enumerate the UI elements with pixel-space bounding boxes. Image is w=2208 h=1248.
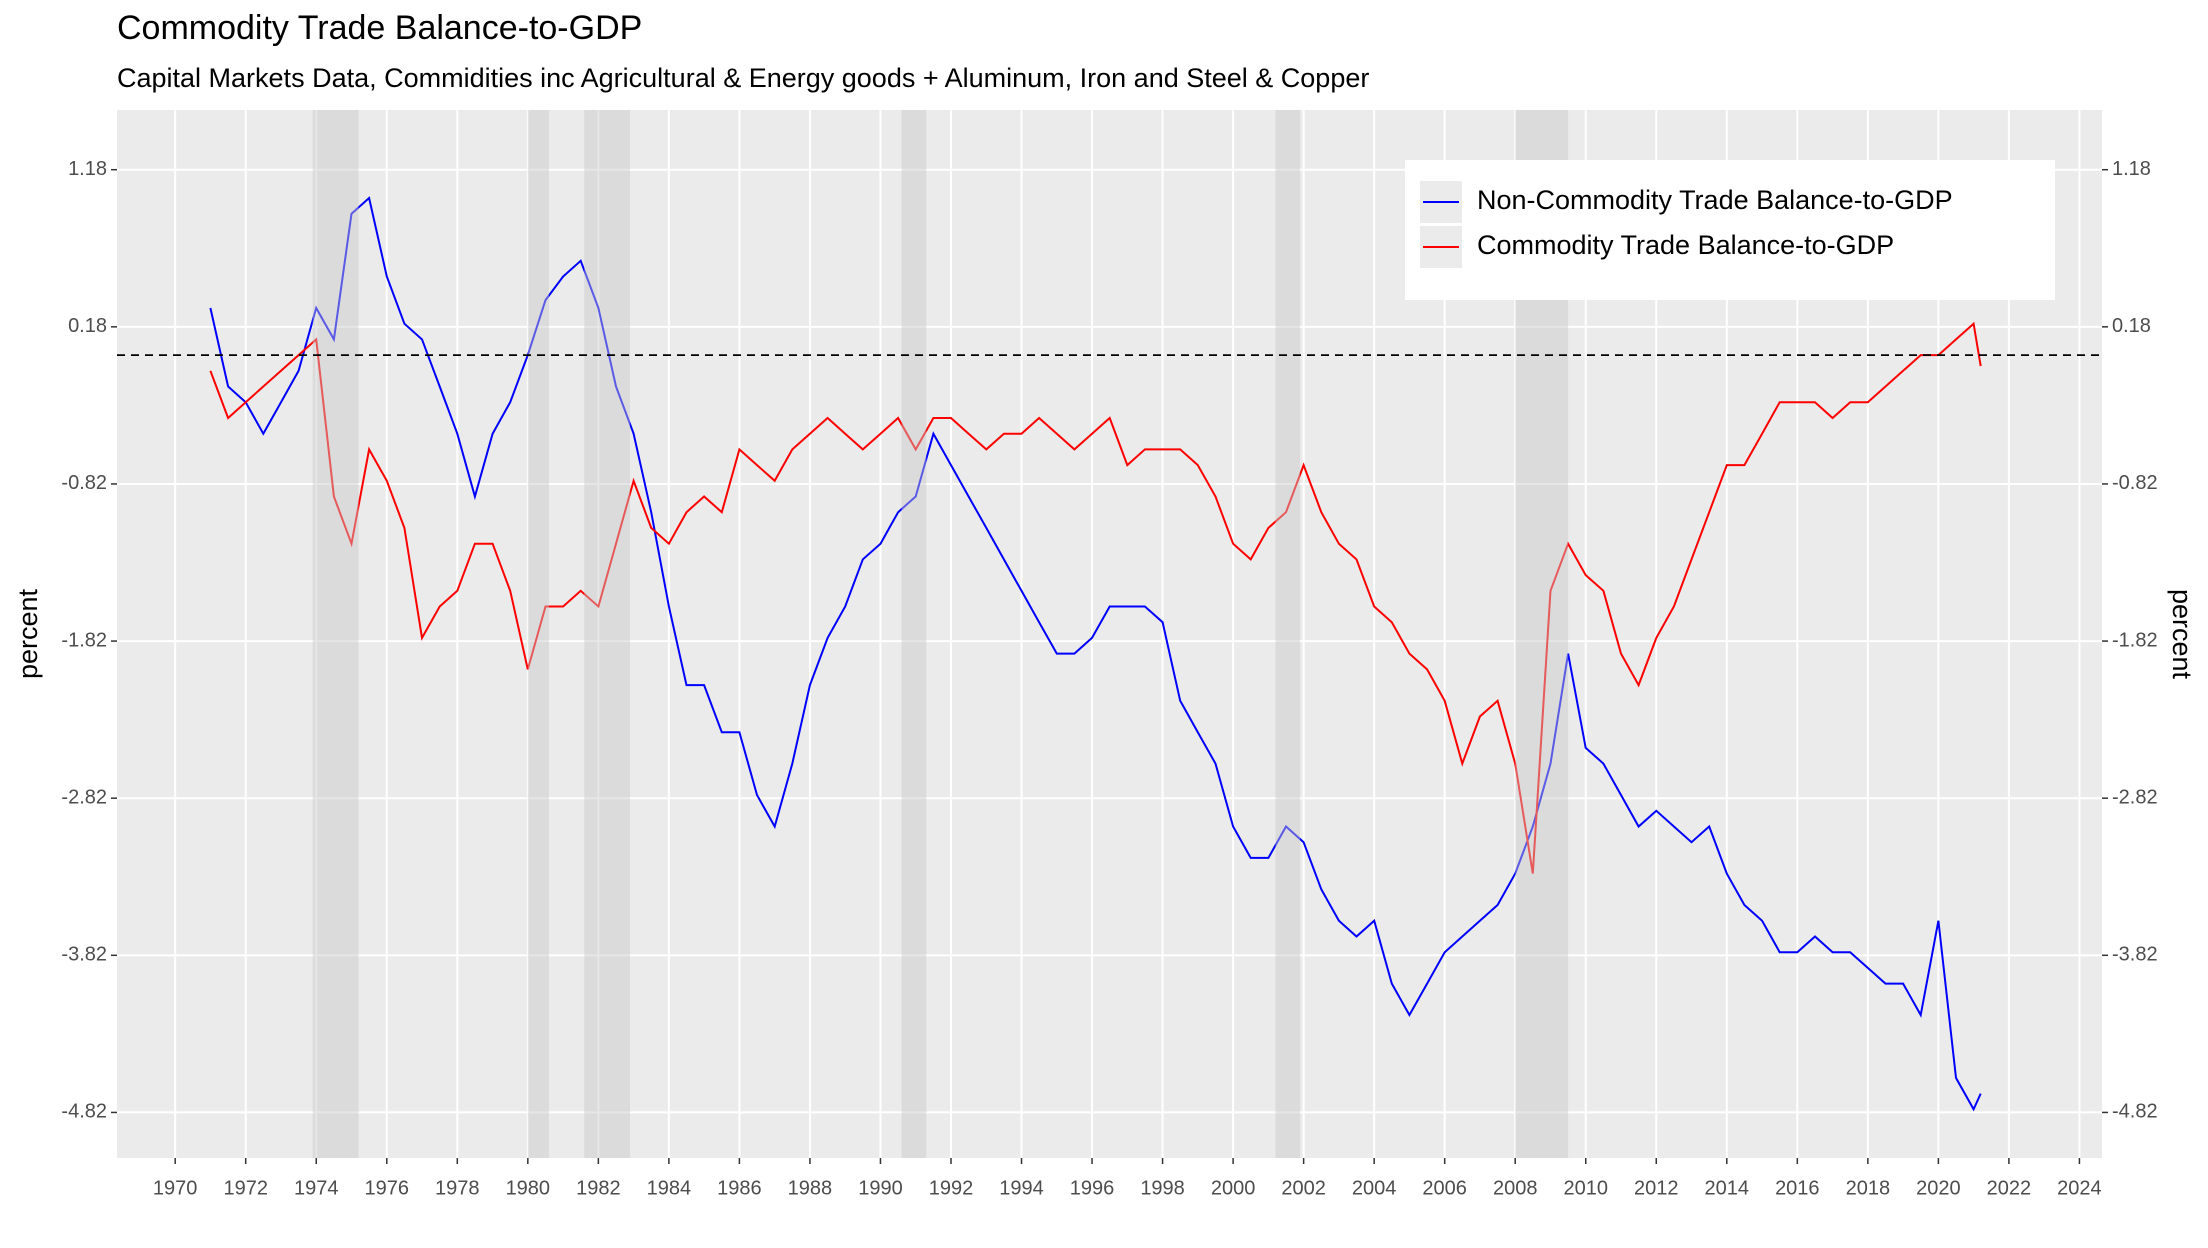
x-tick-label: 2022 (1987, 1177, 2032, 1199)
legend-label: Commodity Trade Balance-to-GDP (1477, 230, 1894, 260)
x-tick-label: 2008 (1493, 1177, 1538, 1199)
x-tick-label: 1970 (153, 1177, 198, 1199)
y-tick-label: -3.82 (61, 944, 107, 966)
y2-tick-label: 1.18 (2112, 158, 2151, 180)
x-tick-label: 2012 (1634, 1177, 1679, 1199)
recession-shade (527, 110, 549, 1158)
y2-tick-label: 0.18 (2112, 315, 2151, 337)
recession-shade (901, 110, 927, 1158)
x-tick-label: 1992 (929, 1177, 974, 1199)
x-tick-label: 2010 (1563, 1177, 1608, 1199)
legend-label: Non-Commodity Trade Balance-to-GDP (1477, 185, 1953, 215)
y2-axis-label: percent (2167, 589, 2197, 680)
x-tick-label: 1984 (647, 1177, 692, 1199)
chart-subtitle: Capital Markets Data, Commidities inc Ag… (117, 63, 1369, 93)
legend: Non-Commodity Trade Balance-to-GDP Commod… (1405, 160, 2055, 300)
y-tick-label: -2.82 (61, 786, 107, 808)
y-tick-label: -4.82 (61, 1101, 107, 1123)
x-tick-label: 2020 (1916, 1177, 1961, 1199)
legend-box (1405, 160, 2055, 300)
y2-tick-label: -4.82 (2112, 1101, 2158, 1123)
y2-tick-label: -0.82 (2112, 472, 2158, 494)
x-tick-label: 1978 (435, 1177, 480, 1199)
x-tick-label: 2024 (2057, 1177, 2102, 1199)
x-tick-label: 1994 (999, 1177, 1044, 1199)
x-tick-label: 1996 (1070, 1177, 1115, 1199)
chart-title: Commodity Trade Balance-to-GDP (117, 9, 642, 47)
x-tick-label: 2000 (1211, 1177, 1256, 1199)
x-tick-label: 1990 (858, 1177, 903, 1199)
x-tick-label: 1980 (506, 1177, 551, 1199)
x-tick-label: 2006 (1422, 1177, 1467, 1199)
x-tick-label: 1988 (788, 1177, 833, 1199)
series-line (209, 321, 1982, 874)
x-tick-label: 2002 (1281, 1177, 1326, 1199)
recession-shade (1275, 110, 1301, 1158)
x-tick-label: 2004 (1352, 1177, 1397, 1199)
recession-shade (584, 110, 631, 1158)
x-tick-label: 1976 (365, 1177, 410, 1199)
x-tick-label: 1986 (717, 1177, 762, 1199)
x-tick-label: 2014 (1705, 1177, 1750, 1199)
x-tick-label: 2016 (1775, 1177, 1820, 1199)
x-tick-label: 2018 (1846, 1177, 1891, 1199)
y-tick-label: 1.18 (68, 158, 107, 180)
y2-tick-label: -1.82 (2112, 629, 2158, 651)
y-axis-label: percent (13, 588, 43, 679)
y2-tick-label: -3.82 (2112, 944, 2158, 966)
x-tick-label: 1974 (294, 1177, 339, 1199)
y-tick-label: -0.82 (61, 472, 107, 494)
x-tick-label: 1982 (576, 1177, 621, 1199)
x-tick-label: 1998 (1140, 1177, 1185, 1199)
x-tick-label: 1972 (223, 1177, 268, 1199)
y-tick-label: 0.18 (68, 315, 107, 337)
series-line (209, 196, 1982, 1112)
recession-shade (312, 110, 359, 1158)
y2-tick-label: -2.82 (2112, 786, 2158, 808)
y-tick-label: -1.82 (61, 629, 107, 651)
